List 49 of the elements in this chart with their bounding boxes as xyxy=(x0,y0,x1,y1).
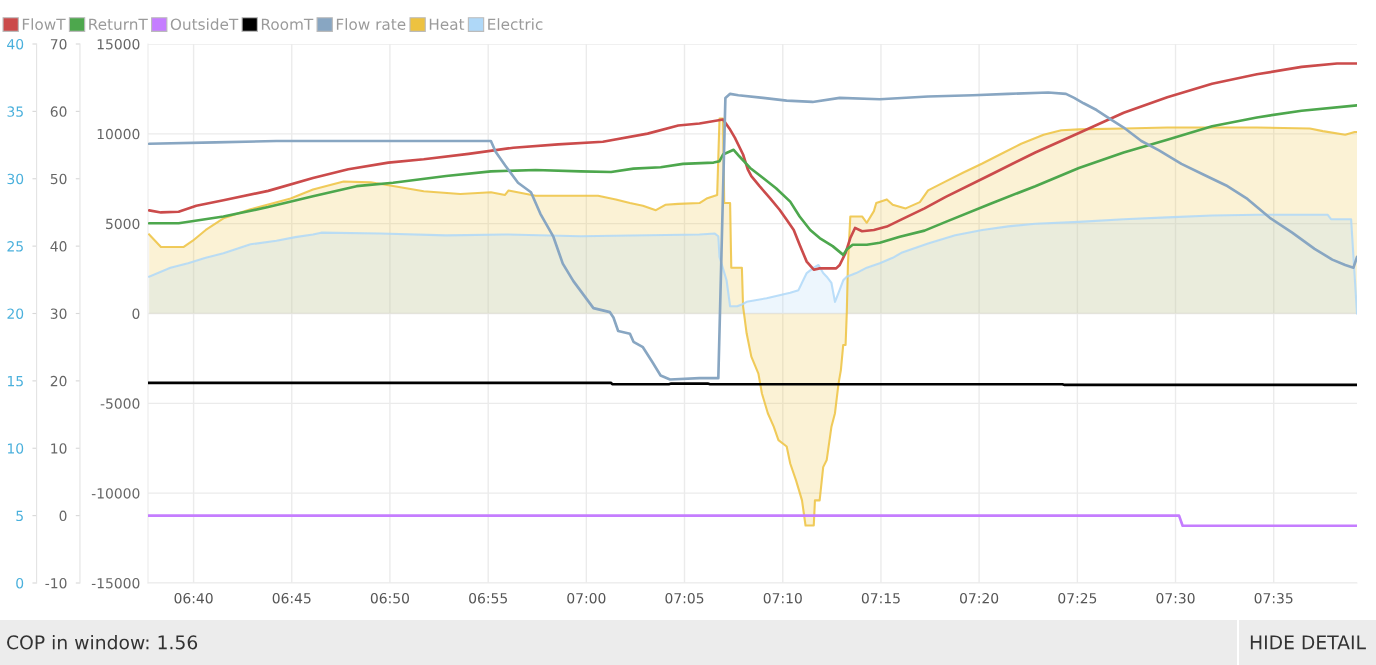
y-tick-label: -5000 xyxy=(100,398,140,409)
legend-label: Heat xyxy=(429,18,465,30)
y2-tick-label: 10 xyxy=(51,443,67,454)
y-tick-label: 15000 xyxy=(97,38,140,50)
y3-tick-label: 20 xyxy=(7,308,24,319)
y3-tick-label: 40 xyxy=(7,38,24,50)
legend-label: ReturnT xyxy=(89,18,148,30)
x-tick-label: 07:00 xyxy=(567,592,606,604)
y2-tick-label: 70 xyxy=(50,38,67,50)
x-tick-label: 06:40 xyxy=(174,592,213,604)
x-tick-label: 07:15 xyxy=(861,592,900,604)
x-tick-label: 07:20 xyxy=(960,592,999,604)
y-tick-label: 10000 xyxy=(97,128,140,140)
line-series xyxy=(148,62,1357,272)
legend-label: RoomT xyxy=(261,18,314,30)
y-tick-label: -10000 xyxy=(91,488,140,499)
x-tick-label: 07:30 xyxy=(1156,592,1195,604)
y3-tick-label: 35 xyxy=(7,106,23,117)
x-tick-label: 06:45 xyxy=(272,592,311,604)
line-series xyxy=(148,91,1357,381)
y2-tick-label: 0 xyxy=(59,510,67,522)
x-tick-label: 07:05 xyxy=(665,592,704,604)
y3-tick-label: 15 xyxy=(7,376,23,387)
x-tick-label: 06:50 xyxy=(370,592,410,604)
y-tick-label: -15000 xyxy=(91,577,140,589)
y2-tick-label: 60 xyxy=(50,106,67,117)
y2-tick-label: 30 xyxy=(50,308,67,319)
y2-tick-label: 50 xyxy=(50,173,67,185)
x-tick-label: 07:10 xyxy=(763,592,802,604)
line-series xyxy=(148,103,1357,257)
x-tick-label: 07:25 xyxy=(1058,592,1097,604)
legend-label: FlowT xyxy=(22,18,66,30)
y2-tick-label: 40 xyxy=(50,241,67,252)
y-tick-label: 0 xyxy=(132,308,140,319)
y3-tick-label: 30 xyxy=(7,173,24,185)
y3-tick-label: 25 xyxy=(7,241,23,252)
y3-tick-label: 0 xyxy=(16,577,24,589)
legend-label: OutsideT xyxy=(170,18,239,30)
legend-label: Electric xyxy=(488,18,543,30)
x-tick-label: 06:55 xyxy=(469,592,507,604)
y3-tick-label: 10 xyxy=(7,443,24,454)
legend-label: Flow rate xyxy=(336,18,406,30)
text: HIDE DETAIL xyxy=(1250,635,1366,650)
y2-tick-label: 20 xyxy=(50,375,67,387)
y2-tick-label: -10 xyxy=(45,577,67,589)
y-tick-label: 5000 xyxy=(106,218,140,230)
y3-tick-label: 5 xyxy=(16,510,23,522)
text: COP in window: 1.56 xyxy=(7,634,198,650)
x-tick-label: 07:35 xyxy=(1254,592,1293,604)
